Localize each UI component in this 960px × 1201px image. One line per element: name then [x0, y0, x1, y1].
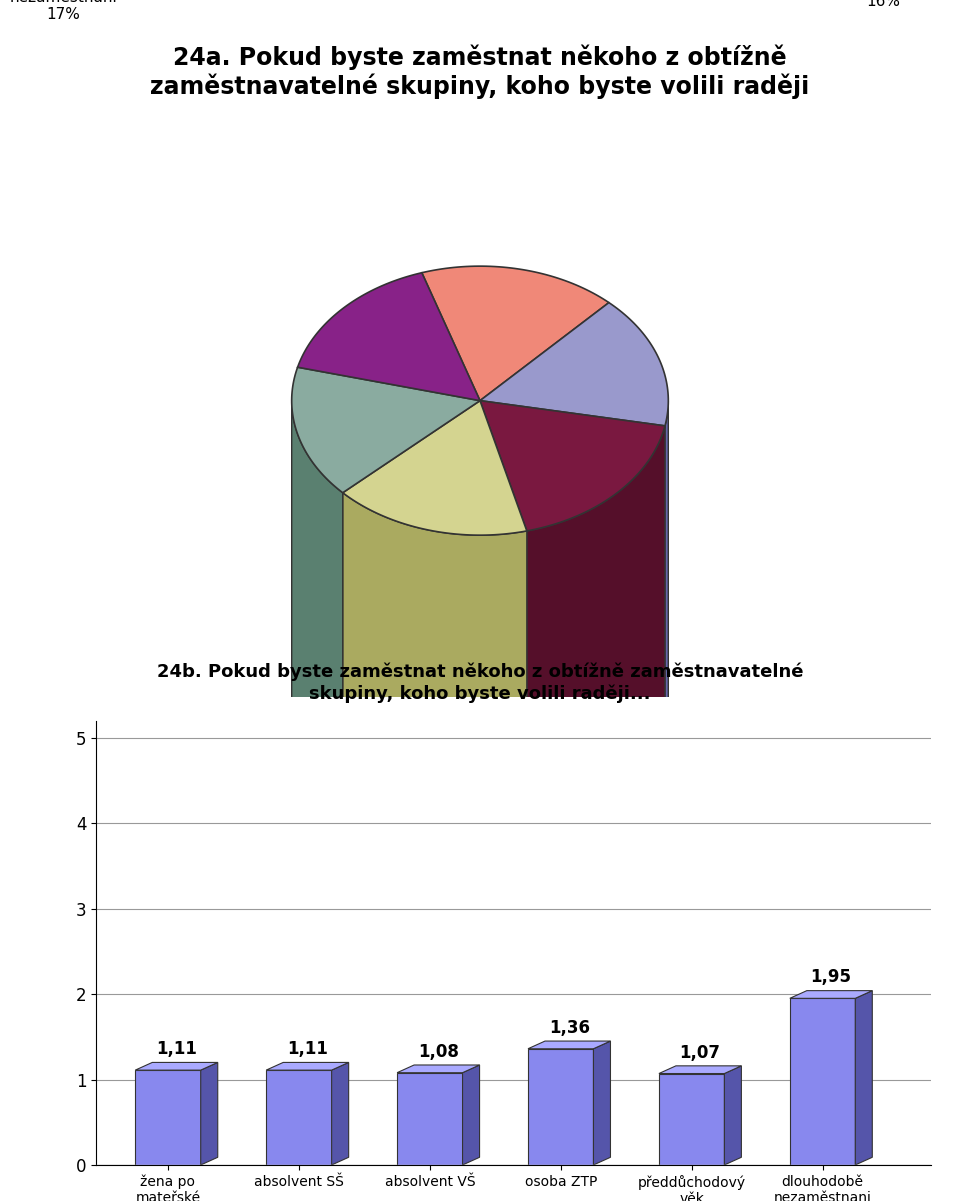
Polygon shape — [397, 1072, 463, 1165]
Bar — [96, 1165, 931, 1187]
Polygon shape — [725, 1065, 741, 1165]
Polygon shape — [266, 1063, 348, 1070]
Text: 24b. Pokud byste zaměstnat někoho z obtížně zaměstnavatelné
skupiny, koho byste : 24b. Pokud byste zaměstnat někoho z obtí… — [156, 663, 804, 703]
Text: 1,95: 1,95 — [810, 968, 852, 986]
Polygon shape — [421, 267, 609, 401]
Text: osoba ZTP
16%: osoba ZTP 16% — [272, 868, 351, 901]
Polygon shape — [665, 401, 668, 1201]
Polygon shape — [298, 273, 480, 401]
Polygon shape — [659, 1074, 725, 1165]
Polygon shape — [855, 991, 873, 1165]
Polygon shape — [527, 426, 665, 1201]
Polygon shape — [343, 401, 527, 536]
Text: 24a. Pokud byste zaměstnat někoho z obtížně
zaměstnavatelné skupiny, koho byste : 24a. Pokud byste zaměstnat někoho z obtí… — [151, 44, 809, 100]
Polygon shape — [397, 1065, 480, 1072]
Text: 1,11: 1,11 — [287, 1040, 328, 1058]
Text: 1,11: 1,11 — [156, 1040, 197, 1058]
Text: dlouhodobě
nezaměstnani
17%: dlouhodobě nezaměstnani 17% — [10, 0, 117, 22]
Polygon shape — [343, 492, 527, 1201]
Polygon shape — [292, 368, 480, 492]
Polygon shape — [790, 998, 855, 1165]
Polygon shape — [266, 1070, 331, 1165]
Polygon shape — [480, 401, 665, 531]
Polygon shape — [659, 1065, 741, 1074]
Polygon shape — [528, 1048, 593, 1165]
Polygon shape — [790, 991, 873, 998]
Polygon shape — [135, 1070, 201, 1165]
Text: absolvent VŠ
17%: absolvent VŠ 17% — [820, 821, 920, 854]
Text: 1,07: 1,07 — [680, 1044, 721, 1062]
Text: 1,08: 1,08 — [418, 1042, 459, 1060]
Polygon shape — [480, 303, 668, 426]
Polygon shape — [135, 1063, 218, 1070]
Polygon shape — [528, 1041, 611, 1048]
Polygon shape — [463, 1065, 480, 1165]
Polygon shape — [331, 1063, 348, 1165]
Polygon shape — [201, 1063, 218, 1165]
Text: žena po mateřské
dovolené
16%: žena po mateřské dovolené 16% — [815, 0, 952, 10]
Text: 1,36: 1,36 — [549, 1018, 589, 1036]
Polygon shape — [593, 1041, 611, 1165]
Polygon shape — [292, 402, 343, 1201]
